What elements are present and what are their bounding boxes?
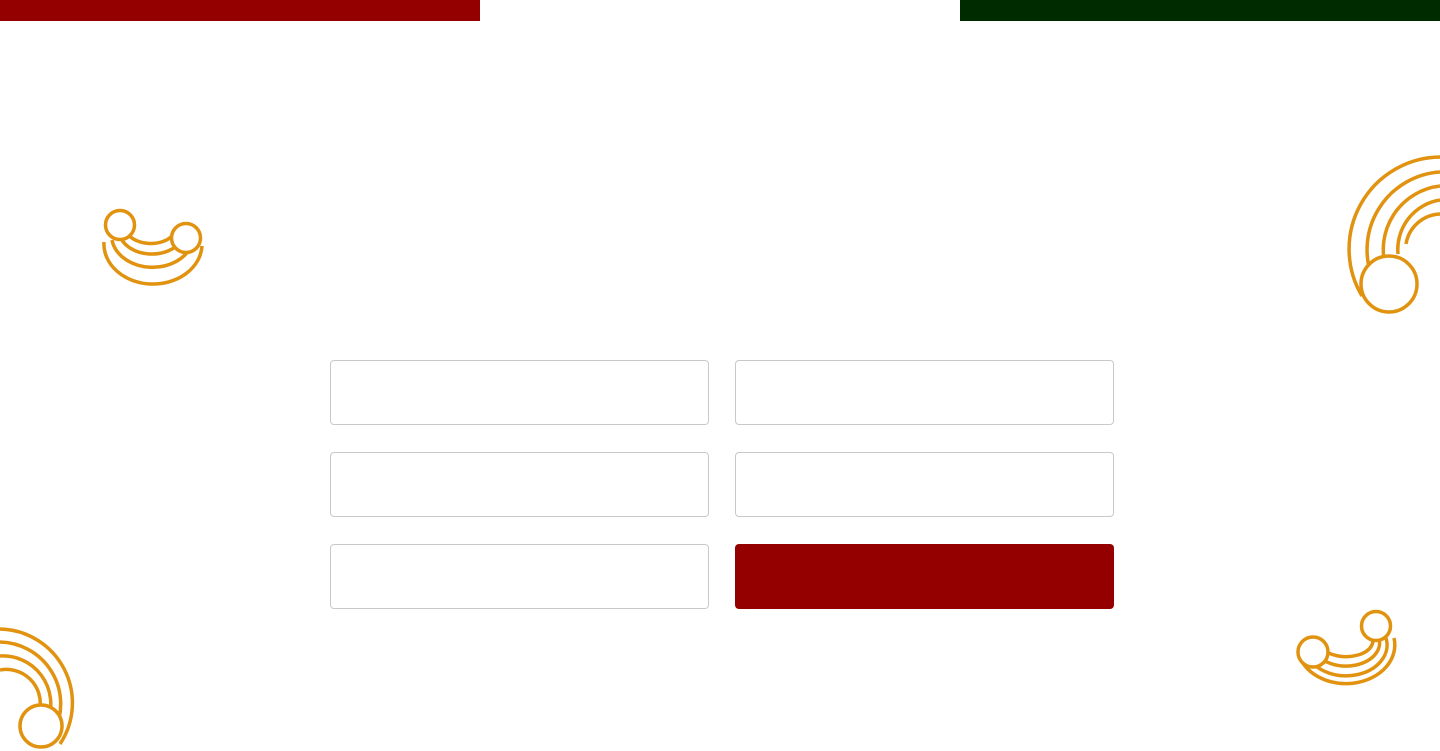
form-field-5[interactable] (330, 544, 709, 609)
form-field-1[interactable] (330, 360, 709, 425)
form-field-2[interactable] (735, 360, 1114, 425)
flag-stripe-white (480, 0, 960, 21)
form-field-3[interactable] (330, 452, 709, 517)
swirl-decoration-bottom-left-icon (0, 627, 75, 749)
contact-form (330, 360, 1114, 609)
flag-stripe-red (0, 0, 480, 21)
swirl-decoration-top-right-icon (1347, 155, 1440, 314)
flag-stripe-green (960, 0, 1440, 21)
form-field-4[interactable] (735, 452, 1114, 517)
submit-button[interactable] (735, 544, 1114, 609)
swirl-decoration-top-left-icon (102, 208, 204, 286)
swirl-decoration-bottom-right-icon (1296, 609, 1397, 686)
flag-stripe-bar (0, 0, 1440, 21)
